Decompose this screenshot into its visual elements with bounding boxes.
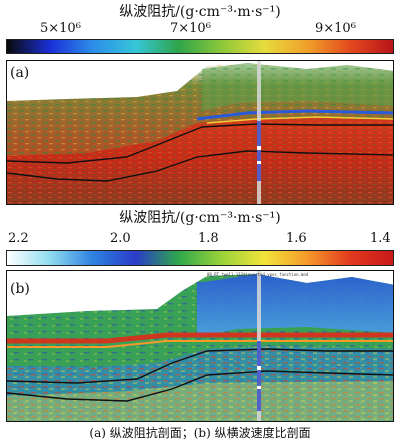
panel-a-image [7,61,393,204]
colorbar-b-title: 纵波阻抗/(g·cm⁻³·m·s⁻¹) [119,210,281,226]
colorbar-a-title: 纵波阻抗/(g·cm⁻³·m·s⁻¹) [119,4,281,20]
colorbar-b [6,250,394,266]
panel-a-label: (a) [10,65,30,81]
figure-caption: (a) 纵波阻抗剖面；(b) 纵横波速度比剖面 [89,426,311,440]
colorbar-b-tick-1: 2.0 [110,231,131,246]
colorbar-b-tick-4: 1.4 [370,231,391,246]
panel-a-impedance-section: (a) [6,60,394,205]
colorbar-a-tick-0: 5×10⁶ [40,21,81,36]
colorbar-a-tick-1: 7×10⁶ [170,21,211,36]
colorbar-b-tick-3: 1.6 [286,231,307,246]
panel-b-header-text: 08_RT_twell_112$inverted_vpvs_function.m… [207,272,309,277]
colorbar-a-tick-2: 9×10⁶ [315,21,356,36]
panel-b-label: (b) [10,281,30,297]
panel-b-image [7,271,393,421]
panel-b-vpvs-section: 08_RT_twell_112$inverted_vpvs_function.m… [6,270,394,422]
colorbar-b-tick-2: 1.8 [198,231,219,246]
colorbar-b-tick-0: 2.2 [8,231,29,246]
colorbar-a [6,39,394,54]
